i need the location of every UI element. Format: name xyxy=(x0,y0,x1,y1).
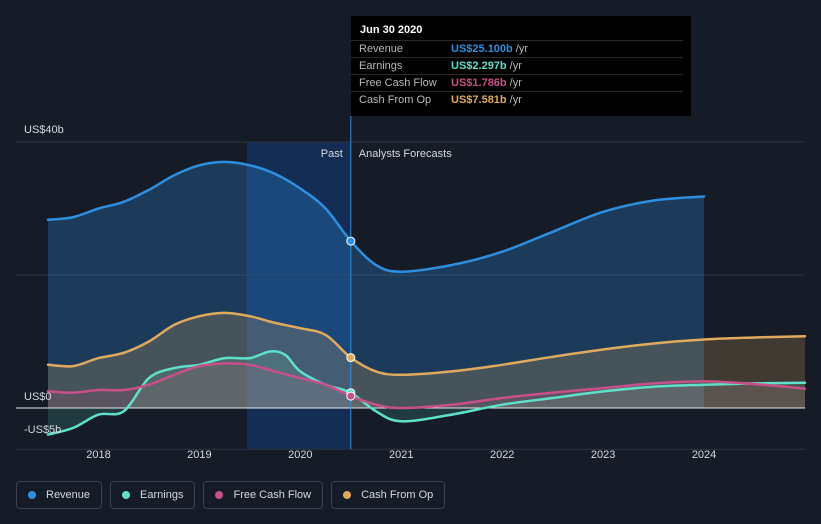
tooltip-value: US$1.786b xyxy=(451,77,507,89)
x-tick-2022: 2022 xyxy=(490,449,514,461)
tooltip-unit: /yr xyxy=(515,43,528,55)
tooltip-unit: /yr xyxy=(509,60,522,72)
past-highlight xyxy=(246,142,351,450)
revenue-marker-dot xyxy=(346,236,356,246)
legend-label: Free Cash Flow xyxy=(233,489,312,501)
y-axis-label-zero: US$0 xyxy=(24,391,52,403)
tooltip-unit: /yr xyxy=(509,94,522,106)
free-cash-flow-line xyxy=(46,362,807,410)
x-tick-2023: 2023 xyxy=(591,449,615,461)
x-tick-2021: 2021 xyxy=(389,449,413,461)
tooltip-row-revenue: Revenue US$25.100b/yr xyxy=(351,40,683,58)
legend-label: Earnings xyxy=(140,489,184,501)
earnings-area xyxy=(48,351,805,435)
tooltip-row-fcf: Free Cash Flow US$1.786b/yr xyxy=(351,74,683,92)
free-cash-flow-dot-icon xyxy=(215,491,224,499)
earnings-dot-icon xyxy=(122,491,131,499)
tooltip-label: Revenue xyxy=(359,43,404,55)
legend-label: Cash From Op xyxy=(361,489,434,501)
tooltip-row-cfo: Cash From Op US$7.581b/yr xyxy=(351,91,683,109)
forecast-label: Analysts Forecasts xyxy=(359,148,452,160)
x-tick-2018: 2018 xyxy=(86,449,110,461)
tooltip-value-wrap: US$7.581b/yr xyxy=(451,94,522,106)
revenue-line xyxy=(46,160,706,273)
x-tick-2024: 2024 xyxy=(692,449,716,461)
legend-item-revenue[interactable]: Revenue xyxy=(16,481,103,509)
y-axis-label-top: US$40b xyxy=(24,124,64,136)
chart: US$40b US$0 -US$5b Past Analysts Forecasts 20… xyxy=(16,116,807,461)
cash-from-op-line xyxy=(46,311,807,377)
legend-item-earnings[interactable]: Earnings xyxy=(110,481,196,509)
revenue-dot-icon xyxy=(28,491,36,499)
tooltip: Jun 30 2020 Revenue US$25.100b/yr Earnin… xyxy=(351,16,691,116)
legend-item-free-cash-flow[interactable]: Free Cash Flow xyxy=(203,481,324,509)
free-cash-flow-area xyxy=(48,363,805,408)
tooltip-value-wrap: US$1.786b/yr xyxy=(451,77,522,89)
cash-from-op-area xyxy=(48,312,805,408)
earnings-line xyxy=(46,350,807,436)
tooltip-row-earnings: Earnings US$2.297b/yr xyxy=(351,57,683,75)
x-tick-2020: 2020 xyxy=(288,449,312,461)
legend: Revenue Earnings Free Cash Flow Cash Fro… xyxy=(16,481,446,509)
y-axis-label-bottom: -US$5b xyxy=(24,424,61,436)
past-label: Past xyxy=(321,148,343,160)
tooltip-date: Jun 30 2020 xyxy=(360,24,423,36)
legend-item-cash-from-op[interactable]: Cash From Op xyxy=(331,481,446,509)
revenue-area xyxy=(48,161,705,408)
tooltip-value: US$7.581b xyxy=(451,94,507,106)
tooltip-value: US$2.297b xyxy=(451,60,507,72)
free-cash-flow-marker-dot xyxy=(346,391,356,401)
tooltip-value: US$25.100b xyxy=(451,43,513,55)
x-tick-2019: 2019 xyxy=(187,449,211,461)
tooltip-value-wrap: US$2.297b/yr xyxy=(451,60,522,72)
tooltip-label: Free Cash Flow xyxy=(359,77,437,89)
cash-from-op-dot-icon xyxy=(343,491,352,499)
cash-from-op-marker-dot xyxy=(346,353,356,363)
tooltip-unit: /yr xyxy=(509,77,522,89)
tooltip-label: Cash From Op xyxy=(359,94,432,106)
legend-label: Revenue xyxy=(46,489,91,501)
tooltip-label: Earnings xyxy=(359,60,403,72)
tooltip-value-wrap: US$25.100b/yr xyxy=(451,43,528,55)
